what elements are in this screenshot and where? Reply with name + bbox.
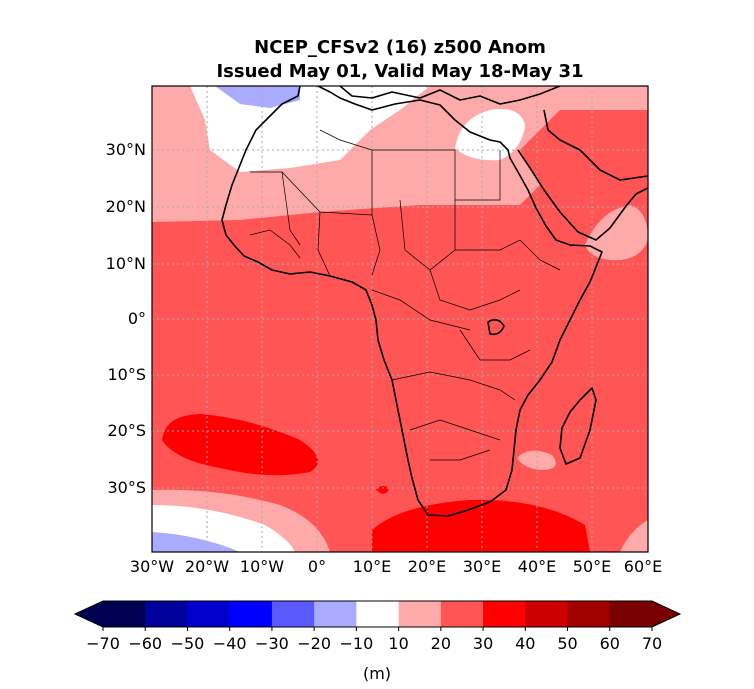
country-borders [249,129,561,461]
contour-neutral-eastmed [455,109,525,161]
colorbar-tick-label: −70 [86,634,120,653]
contour-10-20-southeast [620,520,648,552]
lat-tick-labels: 30°N 20°N 10°N 0° 10°S 20°S 30°S [106,140,146,497]
lon-tick: 50°E [573,557,611,576]
lat-tick: 10°S [107,365,146,384]
colorbar-segment [229,601,273,627]
colorbar-segment [356,601,400,627]
lat-tick: 20°S [107,421,146,440]
colorbar-tick-label: −40 [213,634,247,653]
contour-neutral-north [190,86,430,172]
lon-tick-labels: 30°W 20°W 10°W 0° 10°E 20°E 30°E 40°E 50… [130,557,662,576]
contour-neg-southwest [152,532,240,552]
contour-10-20-northwest [152,86,190,135]
colorbar-segment [103,601,146,627]
lon-tick: 10°W [240,557,284,576]
colorbar-tick-label: 20 [431,634,451,653]
lon-tick: 20°W [185,557,229,576]
colorbar-segment [398,601,442,627]
colorbar-segment [314,601,357,627]
title-line-2: Issued May 01, Valid May 18-May 31 [216,61,583,82]
lon-tick: 10°E [353,557,391,576]
lon-tick: 30°E [463,557,501,576]
colorbar-tick-label: 60 [600,634,620,653]
colorbar-tick-label: −30 [255,634,289,653]
colorbar-segment [567,601,611,627]
colorbar-tick-label: −10 [340,634,374,653]
colorbar: −70 −60 −50 −40 −30 −20 −10 10 20 30 40 50 60 70 [73,600,682,653]
contour-neg-north [215,86,300,108]
lon-tick: 60°E [624,557,662,576]
colorbar-segment [187,601,231,627]
lat-tick: 20°N [106,197,146,216]
colorbar-tick-label: −20 [297,634,331,653]
colorbar-tick-label: 40 [515,634,535,653]
title-line-1: NCEP_CFSv2 (16) z500 Anom [254,37,546,58]
colorbar-tick-label: 10 [388,634,408,653]
lon-tick: 30°W [130,557,174,576]
contour-30-40-small [376,486,389,494]
colorbar-tick-label: −60 [128,634,162,653]
lat-tick: 30°N [106,140,146,159]
colorbar-extend-min [75,601,103,627]
contour-10-20-arabian [585,205,648,261]
colorbar-segment [271,601,315,627]
map-panel: 30°N 20°N 10°N 0° 10°S 20°S 30°S 30°W 20… [106,85,662,576]
lat-tick: 30°S [107,478,146,497]
lon-tick: 20°E [408,557,446,576]
lon-tick: 0° [308,557,326,576]
colorbar-tick-label: 30 [473,634,493,653]
colorbar-segment [525,601,569,627]
colorbar-segment [609,601,653,627]
colorbar-segment [440,601,484,627]
colorbar-extend-max [652,601,680,627]
colorbar-segment [145,601,188,627]
contour-30-40-atlantic [162,414,318,476]
lat-tick: 0° [128,309,146,328]
lon-tick: 40°E [518,557,556,576]
colorbar-tick-label: −50 [171,634,205,653]
colorbar-tick-label: 50 [557,634,577,653]
colorbar-tick-label: 70 [642,634,662,653]
colorbar-unit-label: (m) [363,664,391,683]
coastlines [221,86,648,517]
lat-tick: 10°N [106,254,146,273]
colorbar-segment [483,601,526,627]
map-frame [151,85,649,553]
contour-10-20-madagascar [517,450,556,470]
